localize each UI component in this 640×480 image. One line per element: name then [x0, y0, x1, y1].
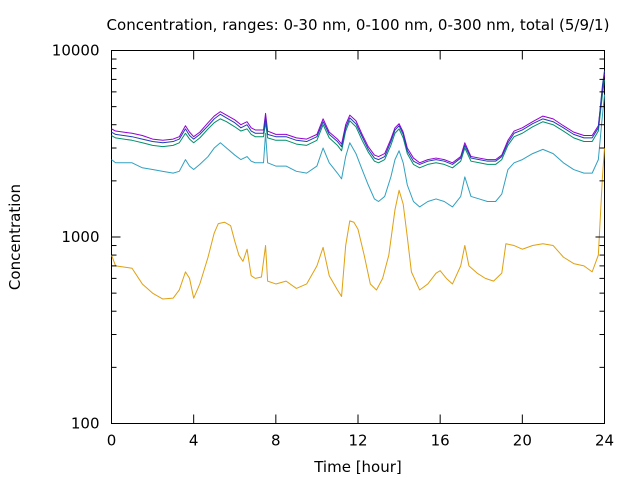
- series-line-5: [111, 70, 605, 165]
- series-layer: [111, 70, 605, 300]
- x-tick-label: 12: [348, 432, 367, 450]
- ticks-layer: 0 4 8 12 16 20 24 100 1000 10000: [52, 42, 614, 450]
- x-axis-label: Time [hour]: [313, 458, 402, 476]
- y-tick-label: 100: [71, 415, 100, 433]
- series-line-4: [111, 73, 605, 164]
- series-line-3: [111, 79, 605, 169]
- x-tick-label: 4: [189, 432, 199, 450]
- y-axis-label: Concentration: [6, 184, 24, 290]
- x-tick-label: 20: [513, 432, 532, 450]
- x-tick-label: 24: [595, 432, 614, 450]
- x-tick-label: 8: [271, 432, 281, 450]
- series-line-2: [111, 94, 605, 208]
- y-tick-label: 10000: [52, 42, 100, 60]
- y-tick-label: 1000: [61, 228, 99, 246]
- chart-title: Concentration, ranges: 0-30 nm, 0-100 nm…: [107, 16, 610, 34]
- x-tick-label: 16: [431, 432, 450, 450]
- series-line-1: [111, 147, 605, 300]
- x-tick-label: 0: [107, 432, 117, 450]
- plot-frame: [111, 50, 605, 424]
